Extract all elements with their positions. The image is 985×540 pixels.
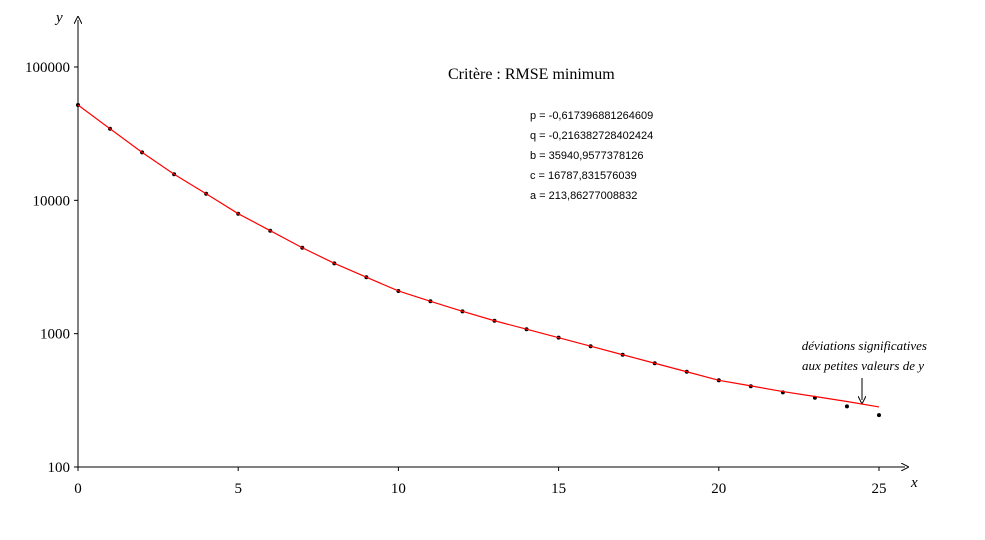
parameter: a = 213,86277008832 [530, 190, 637, 202]
parameters: p = -0,617396881264609 q = -0,2163827284… [530, 110, 653, 202]
y-tick-label: 100 [48, 460, 71, 476]
x-tick-label: 0 [74, 481, 82, 497]
y-tick-label: 1000 [40, 327, 70, 343]
annotation: déviations significatives [802, 338, 927, 353]
parameter: c = 16787,831576039 [530, 170, 637, 182]
parameter: q = -0,216382728402424 [530, 130, 653, 142]
x-tick-label: 20 [711, 481, 726, 497]
x-tick-label: 5 [234, 481, 242, 497]
data-point [844, 404, 849, 409]
y-tick-label: 10000 [33, 193, 71, 209]
parameter: p = -0,617396881264609 [530, 110, 653, 122]
y-axis-label: y [54, 10, 63, 26]
annotation: aux petites valeurs de y [802, 358, 924, 373]
x-axis-label: x [910, 475, 918, 491]
x-tick-label: 15 [551, 481, 566, 497]
chart-title: Critère : RMSE minimum [448, 66, 615, 83]
fit-line [77, 104, 880, 408]
x-tick-label: 25 [872, 481, 887, 497]
data-point [877, 413, 881, 418]
y-tick-label: 100000 [25, 60, 70, 76]
x-tick-label: 10 [391, 481, 406, 497]
parameter: b = 35940,9577378126 [530, 150, 643, 162]
